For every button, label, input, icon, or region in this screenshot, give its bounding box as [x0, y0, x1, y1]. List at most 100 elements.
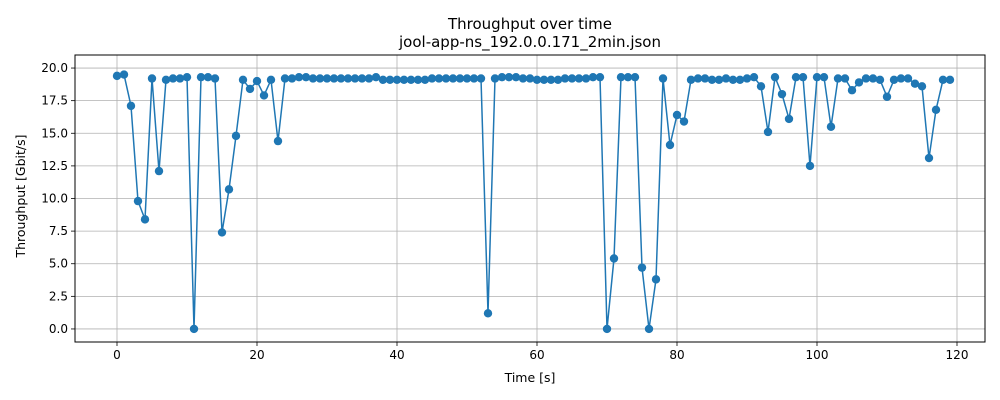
data-point: [532, 75, 542, 84]
data-point: [805, 161, 815, 171]
data-point: [252, 76, 262, 86]
x-tick-label: 60: [529, 348, 544, 362]
data-point: [147, 74, 157, 83]
y-tick-label: 17.5: [41, 94, 68, 108]
data-point: [637, 263, 647, 272]
data-point: [672, 110, 682, 120]
grid-lines: [75, 55, 985, 342]
data-point: [784, 114, 794, 124]
data-point: [742, 74, 752, 83]
y-axis-label: Throughput [Gbit/s]: [13, 134, 28, 258]
data-point: [245, 84, 255, 94]
data-point: [420, 75, 430, 84]
data-point: [609, 254, 619, 263]
data-point: [595, 72, 605, 82]
data-point: [140, 215, 150, 224]
data-point: [658, 74, 668, 83]
y-tick-label: 0.0: [49, 322, 68, 336]
data-point: [182, 72, 192, 82]
data-point: [539, 75, 549, 84]
data-point: [315, 74, 325, 83]
data-point: [441, 74, 451, 83]
data-point: [875, 75, 885, 84]
data-point: [378, 75, 388, 84]
data-point: [588, 72, 598, 82]
data-point: [490, 74, 500, 83]
data-point: [679, 117, 689, 126]
data-point: [322, 74, 332, 83]
x-tick-label: 0: [113, 348, 121, 362]
data-point: [231, 131, 241, 141]
data-point: [119, 70, 129, 79]
data-point: [574, 74, 584, 83]
data-point: [791, 72, 801, 82]
data-point: [483, 309, 493, 318]
data-point: [567, 74, 577, 83]
data-point: [217, 228, 227, 237]
data-point: [427, 74, 437, 83]
data-point: [161, 75, 171, 84]
data-point: [644, 324, 654, 334]
data-point: [308, 74, 318, 83]
data-point: [350, 74, 360, 83]
data-point: [525, 74, 535, 83]
data-point: [847, 86, 857, 95]
data-point: [154, 166, 164, 176]
y-tick-label: 10.0: [41, 192, 68, 206]
data-point: [280, 74, 290, 83]
data-point: [266, 75, 276, 84]
data-point: [224, 185, 234, 194]
data-point: [434, 74, 444, 83]
data-point: [945, 75, 955, 84]
data-point: [546, 75, 556, 84]
data-point: [497, 72, 507, 82]
data-point: [938, 75, 948, 84]
data-point: [602, 324, 612, 334]
data-point: [203, 72, 213, 82]
data-point: [469, 74, 479, 83]
data-point: [273, 136, 283, 146]
data-point: [651, 275, 661, 284]
data-point: [343, 74, 353, 83]
data-point: [413, 75, 423, 84]
data-point: [581, 74, 591, 83]
y-tick-label: 20.0: [41, 61, 68, 75]
data-point: [756, 82, 766, 91]
data-point: [896, 74, 906, 83]
x-tick-label: 100: [806, 348, 829, 362]
series-layer: [112, 70, 955, 334]
series-line: [116, 73, 950, 330]
data-point: [238, 75, 248, 84]
y-tick-label: 15.0: [41, 126, 68, 140]
data-point: [798, 72, 808, 82]
data-point: [301, 72, 311, 82]
data-point: [371, 72, 381, 82]
data-point: [903, 74, 913, 83]
data-point: [364, 74, 374, 83]
data-point: [168, 74, 178, 83]
x-tick-label: 120: [946, 348, 969, 362]
y-tick-label: 2.5: [49, 289, 68, 303]
data-point: [735, 75, 745, 84]
data-point: [175, 74, 185, 83]
data-point: [385, 75, 395, 84]
x-axis-label: Time [s]: [504, 370, 556, 385]
data-point: [210, 74, 220, 83]
data-point: [917, 82, 927, 91]
data-point: [693, 74, 703, 83]
data-point: [553, 75, 563, 84]
data-point: [812, 72, 822, 82]
chart-title: Throughput over time: [447, 15, 612, 33]
data-point: [819, 72, 829, 82]
data-point: [630, 72, 640, 82]
data-point: [406, 75, 416, 84]
data-point: [392, 75, 402, 84]
data-point: [112, 71, 122, 81]
x-tick-label: 80: [669, 348, 684, 362]
data-point: [931, 105, 941, 114]
data-point: [924, 153, 934, 163]
data-point: [189, 324, 199, 334]
data-point: [833, 74, 843, 83]
x-tick-label: 40: [389, 348, 404, 362]
data-point: [763, 127, 773, 137]
